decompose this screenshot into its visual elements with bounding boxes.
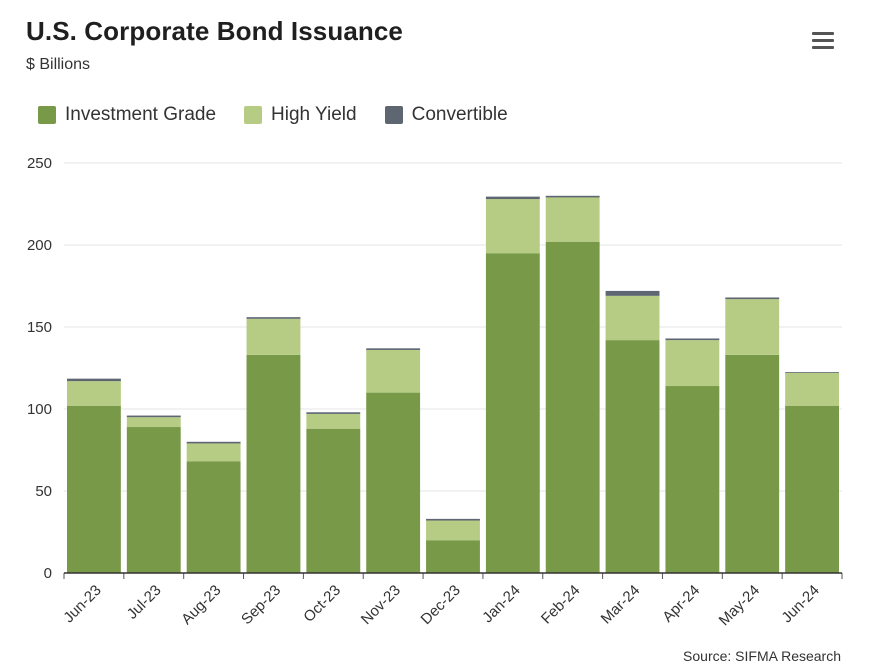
bar-investment-grade[interactable] (785, 405, 840, 573)
legend-swatch-high-yield (244, 106, 263, 124)
legend-swatch-convertible (384, 106, 403, 124)
legend-swatch-investment-grade (38, 106, 56, 124)
bar-convertible[interactable] (306, 412, 361, 414)
x-tick-label: Feb-24 (538, 582, 584, 628)
bar-high-yield[interactable] (66, 381, 121, 406)
legend-item-high-yield[interactable]: High Yield (244, 104, 357, 126)
bar-investment-grade[interactable] (186, 461, 241, 573)
x-tick-label: Jun-24 (778, 582, 822, 626)
y-tick-label: 0 (44, 565, 52, 582)
legend-label: High Yield (271, 104, 357, 125)
x-tick-label: Oct-23 (300, 582, 344, 626)
bar-investment-grade[interactable] (426, 540, 480, 573)
y-tick-label: 150 (27, 319, 52, 336)
bar-high-yield[interactable] (186, 443, 241, 462)
bar-high-yield[interactable] (665, 340, 720, 387)
x-tick-label: May-24 (716, 582, 763, 629)
x-tick-label: Sep-23 (238, 582, 284, 628)
source-note: Source: SIFMA Research (683, 648, 841, 664)
bar-investment-grade[interactable] (366, 392, 421, 573)
chart-title: U.S. Corporate Bond Issuance (26, 16, 403, 46)
x-tick-label: Nov-23 (358, 582, 404, 628)
menu-line (812, 32, 834, 35)
bar-convertible[interactable] (785, 372, 840, 373)
bar-investment-grade[interactable] (246, 354, 301, 573)
bar-convertible[interactable] (366, 348, 421, 350)
bar-high-yield[interactable] (725, 299, 780, 355)
bar-convertible[interactable] (66, 378, 121, 382)
bar-investment-grade[interactable] (605, 340, 660, 573)
bar-convertible[interactable] (605, 290, 660, 296)
y-tick-label: 200 (27, 237, 52, 254)
bar-high-yield[interactable] (246, 318, 301, 355)
x-tick-label: Dec-23 (418, 582, 464, 628)
bar-convertible[interactable] (126, 415, 181, 418)
bar-high-yield[interactable] (306, 413, 361, 429)
legend-item-convertible[interactable]: Convertible (384, 104, 508, 126)
bar-high-yield[interactable] (485, 199, 540, 254)
bar-investment-grade[interactable] (725, 354, 780, 573)
menu-line (812, 46, 834, 49)
bar-convertible[interactable] (426, 518, 480, 521)
chart-legend: Investment Grade High Yield Convertible (38, 103, 536, 127)
bar-convertible[interactable] (485, 196, 540, 200)
y-tick-label: 250 (27, 155, 52, 172)
x-tick-label: Mar-24 (598, 582, 644, 628)
bar-convertible[interactable] (246, 317, 301, 319)
bar-high-yield[interactable] (126, 417, 181, 428)
bar-investment-grade[interactable] (665, 386, 720, 573)
bar-high-yield[interactable] (545, 197, 600, 242)
x-tick-label: Jul-23 (124, 582, 165, 623)
legend-label: Convertible (411, 104, 508, 125)
bar-high-yield[interactable] (366, 349, 421, 393)
bar-high-yield[interactable] (426, 520, 480, 541)
y-tick-label: 50 (35, 483, 52, 500)
bar-high-yield[interactable] (785, 372, 840, 406)
legend-label: Investment Grade (65, 104, 217, 125)
bar-convertible[interactable] (725, 297, 780, 300)
bar-convertible[interactable] (186, 441, 241, 444)
x-tick-label: Aug-23 (178, 582, 224, 628)
bar-investment-grade[interactable] (485, 253, 540, 573)
bar-convertible[interactable] (665, 338, 720, 341)
y-tick-label: 100 (27, 401, 52, 418)
bar-investment-grade[interactable] (545, 241, 600, 573)
x-tick-label: Apr-24 (659, 582, 703, 626)
chart-subtitle: $ Billions (26, 56, 91, 73)
x-tick-label: Jan-24 (479, 582, 523, 626)
bar-investment-grade[interactable] (126, 427, 181, 573)
legend-item-investment-grade[interactable]: Investment Grade (38, 104, 216, 126)
bar-investment-grade[interactable] (66, 405, 121, 573)
bar-high-yield[interactable] (605, 295, 660, 341)
menu-line (812, 39, 834, 42)
x-tick-label: Jun-23 (60, 582, 104, 626)
hamburger-menu-icon[interactable] (808, 28, 838, 54)
bar-investment-grade[interactable] (306, 428, 361, 573)
bar-convertible[interactable] (545, 195, 600, 198)
